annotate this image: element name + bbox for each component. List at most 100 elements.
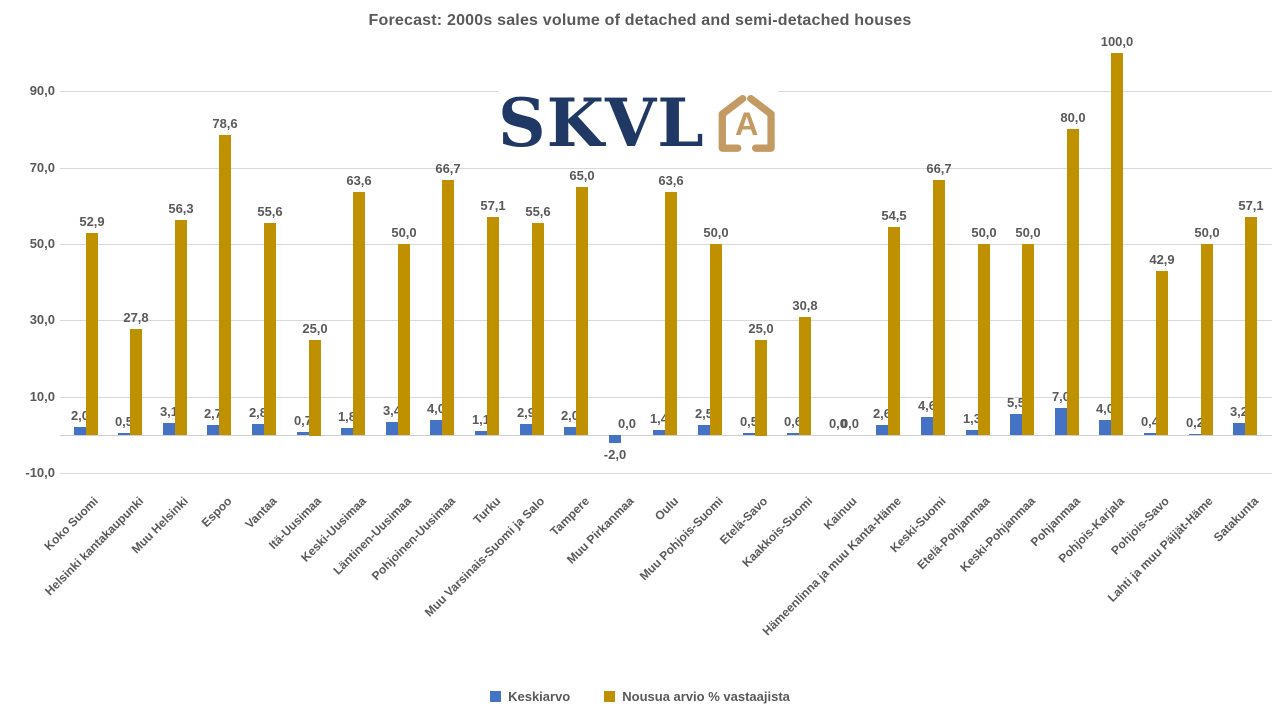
- data-label: 0,7: [293, 413, 313, 428]
- skvl-logo: SKVL A: [498, 82, 778, 164]
- data-label: 0,0: [617, 416, 637, 431]
- bar-keskiarvo: [386, 422, 398, 435]
- data-label: 4,0: [426, 401, 446, 416]
- bar-nousua: [175, 220, 187, 435]
- x-category-label: Muu Pohjois-Suomi: [636, 494, 726, 584]
- bar-keskiarvo: [1189, 434, 1201, 435]
- legend-label-nousua: Nousua arvio % vastaajista: [622, 689, 790, 704]
- legend-swatch-keskiarvo: [490, 691, 502, 702]
- bar-keskiarvo: [118, 433, 130, 435]
- bar-keskiarvo: [698, 425, 710, 435]
- gridline: [60, 473, 1272, 474]
- legend-swatch-nousua: [604, 691, 616, 702]
- gridline: [60, 168, 1272, 169]
- bar-nousua: [219, 135, 231, 435]
- bar-nousua: [799, 317, 811, 435]
- house-a-icon-letter: A: [735, 106, 758, 142]
- bar-keskiarvo: [1144, 433, 1156, 435]
- data-label: 50,0: [391, 225, 417, 240]
- data-label: 1,4: [649, 411, 669, 426]
- data-label: 1,8: [337, 409, 357, 424]
- bar-keskiarvo: [74, 427, 86, 435]
- x-axis-line: [60, 435, 1272, 436]
- bar-nousua: [710, 244, 722, 435]
- legend-label-keskiarvo: Keskiarvo: [508, 689, 571, 704]
- data-label: 0,0: [840, 416, 860, 431]
- bar-keskiarvo: [520, 424, 532, 435]
- data-label: 42,9: [1149, 252, 1175, 267]
- data-label: 2,5: [694, 406, 714, 421]
- x-category-label: Turku: [470, 494, 503, 527]
- data-label: 50,0: [703, 225, 729, 240]
- data-label: 0,4: [1140, 414, 1160, 429]
- data-label: 2,0: [560, 408, 580, 423]
- bar-keskiarvo: [252, 424, 264, 435]
- bar-nousua: [309, 340, 321, 436]
- data-label: 3,1: [159, 404, 179, 419]
- bar-keskiarvo: [653, 430, 665, 435]
- data-label: 63,6: [658, 173, 684, 188]
- x-category-label: Läntinen-Uusimaa: [330, 494, 414, 578]
- data-label: 2,8: [248, 405, 268, 420]
- x-category-label: Kainuu: [821, 494, 860, 533]
- data-label: 3,2: [1229, 404, 1249, 419]
- legend-item-nousua: Nousua arvio % vastaajista: [604, 689, 790, 704]
- x-category-label: Vantaa: [242, 494, 280, 532]
- data-label: 2,6: [872, 406, 892, 421]
- data-label: 80,0: [1060, 110, 1086, 125]
- bar-keskiarvo: [207, 425, 219, 435]
- x-category-label: Satakunta: [1210, 494, 1261, 545]
- bar-nousua: [130, 329, 142, 435]
- bar-nousua: [755, 340, 767, 436]
- bar-keskiarvo: [297, 432, 309, 435]
- bar-nousua: [888, 227, 900, 435]
- bar-nousua: [665, 192, 677, 435]
- data-label: 0,6: [783, 414, 803, 429]
- data-label: 0,5: [739, 414, 759, 429]
- data-label: 2,0: [70, 408, 90, 423]
- bar-keskiarvo: [609, 435, 621, 443]
- data-label: 66,7: [435, 161, 461, 176]
- bar-nousua: [1201, 244, 1213, 435]
- bar-keskiarvo: [1055, 408, 1067, 435]
- bar-keskiarvo: [966, 430, 978, 435]
- data-label: 50,0: [971, 225, 997, 240]
- bar-nousua: [86, 233, 98, 435]
- data-label: 30,8: [792, 298, 818, 313]
- data-label: 56,3: [168, 201, 194, 216]
- data-label: 2,7: [203, 406, 223, 421]
- data-label: 2,9: [516, 405, 536, 420]
- bar-nousua: [264, 223, 276, 435]
- bar-nousua: [442, 180, 454, 435]
- data-label: 55,6: [525, 204, 551, 219]
- bar-keskiarvo: [564, 427, 576, 435]
- data-label: 50,0: [1194, 225, 1220, 240]
- data-label: 63,6: [346, 173, 372, 188]
- y-axis-tick-label: 50,0: [29, 236, 55, 251]
- bar-keskiarvo: [1010, 414, 1022, 435]
- bar-nousua: [933, 180, 945, 435]
- data-label: 0,5: [114, 414, 134, 429]
- x-category-label: Oulu: [651, 494, 681, 524]
- data-label: 7,0: [1051, 389, 1071, 404]
- data-label: 25,0: [748, 321, 774, 336]
- bar-keskiarvo: [1099, 420, 1111, 435]
- bar-nousua: [487, 217, 499, 435]
- chart-legend: Keskiarvo Nousua arvio % vastaajista: [0, 689, 1280, 704]
- x-category-label: Tampere: [547, 494, 592, 539]
- bar-nousua: [532, 223, 544, 435]
- data-label: 1,3: [962, 411, 982, 426]
- x-category-label: Pohjoinen-Uusimaa: [368, 494, 458, 584]
- data-label: 57,1: [1238, 198, 1264, 213]
- y-axis-tick-label: -10,0: [25, 465, 55, 480]
- bar-keskiarvo: [341, 428, 353, 435]
- data-label: 57,1: [480, 198, 506, 213]
- bar-keskiarvo: [475, 431, 487, 435]
- bar-keskiarvo: [430, 420, 442, 435]
- data-label: 27,8: [123, 310, 149, 325]
- data-label: 5,5: [1006, 395, 1026, 410]
- skvl-logo-text: SKVL: [498, 84, 705, 162]
- bar-nousua: [353, 192, 365, 435]
- data-label: 78,6: [212, 116, 238, 131]
